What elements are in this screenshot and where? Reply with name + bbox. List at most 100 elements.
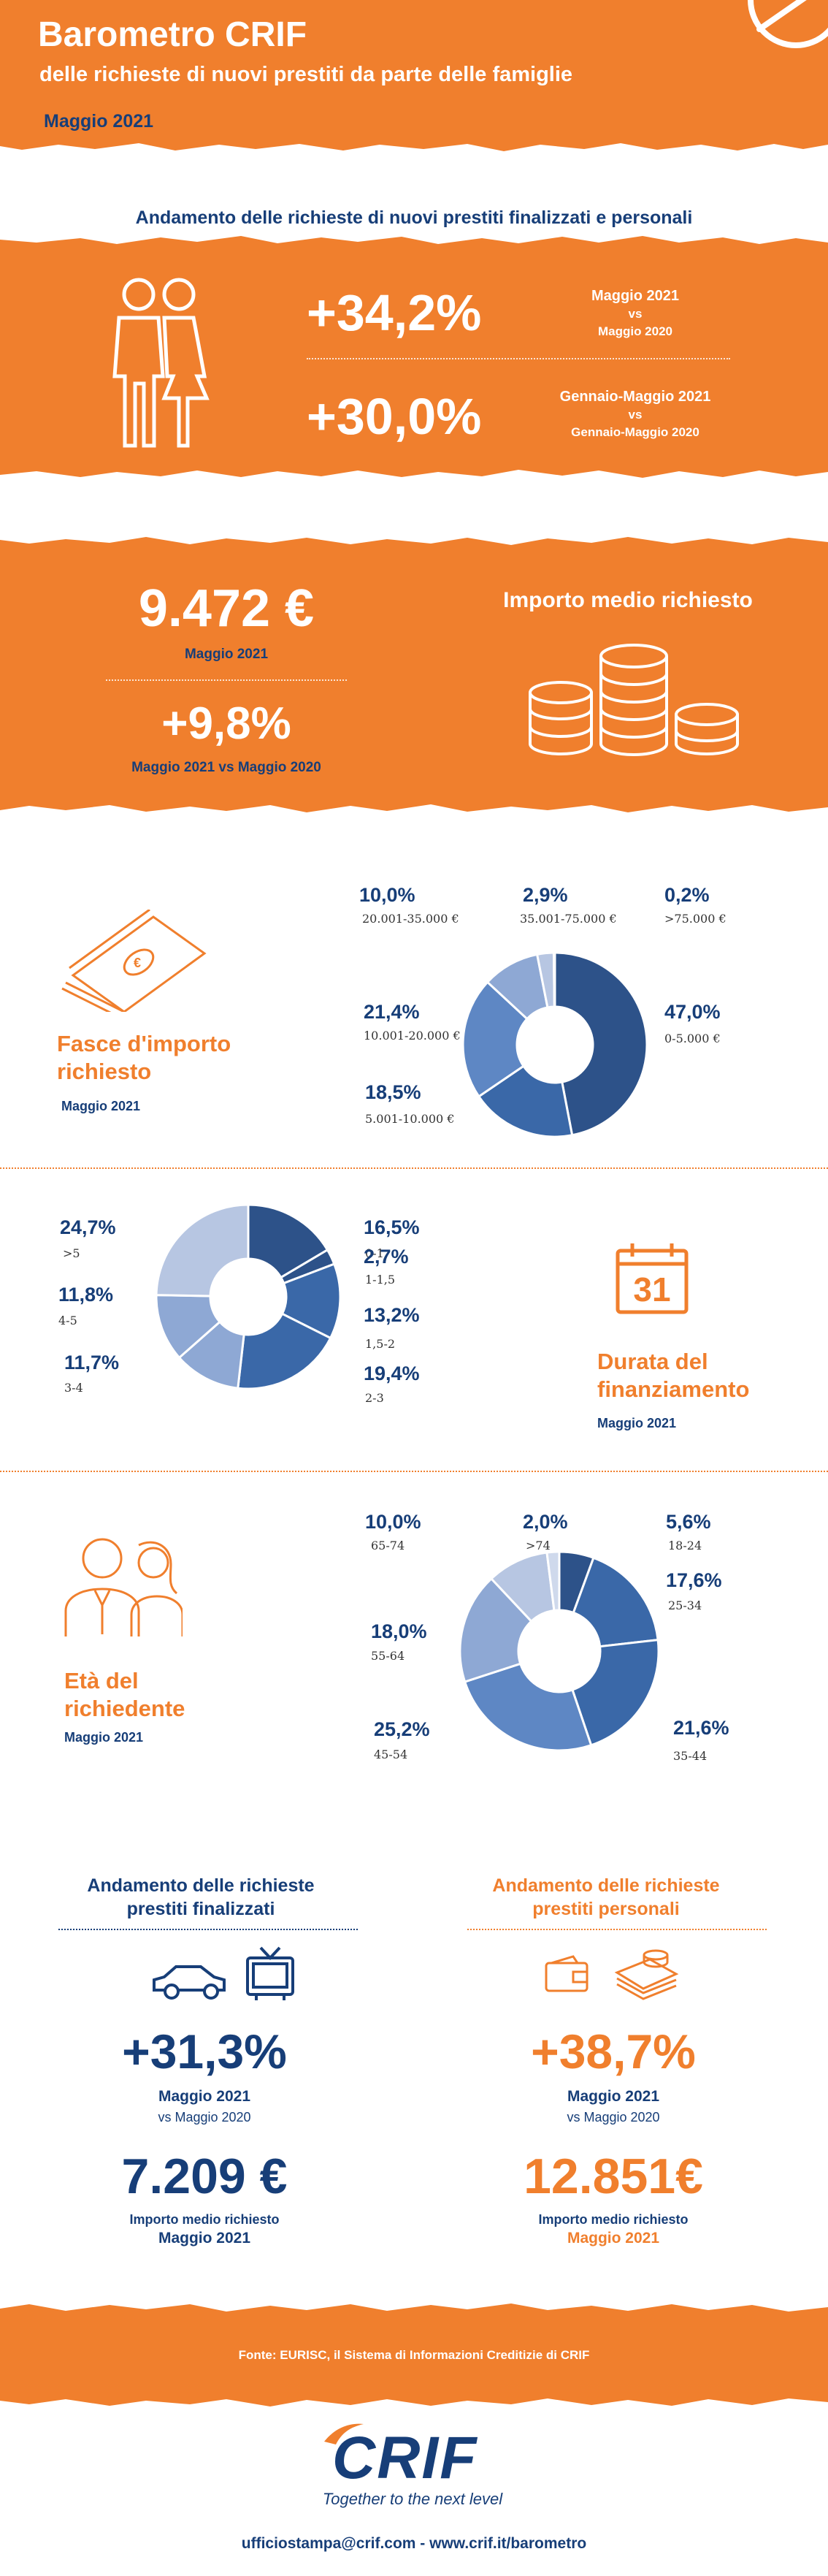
fasce-label-range: 5.001-10.000 € bbox=[365, 1112, 455, 1126]
section-divider bbox=[0, 1167, 828, 1169]
fasce-slice-1 bbox=[477, 1064, 574, 1138]
durata-label-pct: 24,7% bbox=[60, 1216, 116, 1238]
personali-date: Maggio 2021 bbox=[567, 2088, 660, 2105]
eta-label-range: 55-64 bbox=[371, 1649, 405, 1663]
crif-swoosh-icon bbox=[324, 2423, 364, 2444]
durata-label-range: 1-1,5 bbox=[365, 1273, 396, 1287]
fasce-title: Fasce d'importo richiesto bbox=[57, 1031, 231, 1084]
eta-label-pct: 18,0% bbox=[371, 1620, 427, 1642]
durata-label-range: 2-3 bbox=[365, 1391, 384, 1405]
calendar-icon: 31 bbox=[615, 1242, 689, 1315]
personali-heading: Andamento delle richieste prestiti perso… bbox=[492, 1875, 720, 1919]
torn-edge bbox=[0, 801, 828, 812]
torn-edge bbox=[0, 466, 828, 478]
amount-value-label: Maggio 2021 bbox=[184, 647, 269, 662]
fasce-slice-2 bbox=[461, 980, 529, 1098]
section-divider bbox=[0, 1471, 828, 1472]
eta-slice-1 bbox=[572, 1556, 659, 1648]
amount-change: +9,8% bbox=[161, 698, 291, 749]
durata-label-range: 0-1 bbox=[365, 1246, 384, 1260]
durata-label-pct: 11,7% bbox=[64, 1352, 120, 1373]
eta-label-range: 35-44 bbox=[673, 1749, 708, 1763]
durata-label-pct: 19,4% bbox=[364, 1363, 420, 1384]
fasce-slice-5 bbox=[552, 951, 556, 1008]
fasce-label-pct: 18,5% bbox=[365, 1081, 421, 1103]
durata-donut-chart bbox=[155, 1203, 342, 1390]
torn-edge bbox=[0, 236, 828, 250]
eta-label-range: 65-74 bbox=[371, 1539, 405, 1552]
durata-slice-0 bbox=[247, 1203, 329, 1279]
trend-stat1-label-vs: vs bbox=[628, 307, 643, 321]
page-subtitle: delle richieste di nuovi prestiti da par… bbox=[39, 63, 573, 86]
finalizzati-amount-label: Importo medio richiesto bbox=[129, 2212, 280, 2227]
durata-label-range: 4-5 bbox=[58, 1314, 77, 1327]
durata-label-range: 3-4 bbox=[64, 1381, 83, 1395]
fasce-date: Maggio 2021 bbox=[61, 1099, 141, 1113]
compass-icon bbox=[748, 0, 828, 48]
eta-donut-chart bbox=[459, 1550, 660, 1752]
fasce-slice-0 bbox=[553, 951, 648, 1137]
calendar-number: 31 bbox=[633, 1270, 671, 1308]
footer-source: Fonte: EURISC, il Sistema di Informazion… bbox=[238, 2348, 590, 2362]
finalizzati-amount: 7.209 € bbox=[121, 2149, 288, 2204]
footer-band bbox=[0, 2316, 828, 2396]
personali-vs: vs Maggio 2020 bbox=[567, 2110, 660, 2125]
finalizzati-date: Maggio 2021 bbox=[158, 2088, 251, 2105]
trend-heading: Andamento delle richieste di nuovi prest… bbox=[135, 207, 693, 228]
torn-edge bbox=[0, 537, 828, 551]
eta-slice-6 bbox=[545, 1550, 561, 1612]
trend-stat1-label-top: Maggio 2021 bbox=[591, 288, 680, 304]
heading-underline bbox=[58, 1929, 358, 1930]
durata-label-pct: 13,2% bbox=[364, 1304, 420, 1326]
svg-text:€: € bbox=[134, 956, 141, 970]
eta-label-pct: 21,6% bbox=[673, 1717, 729, 1739]
eta-slice-4 bbox=[459, 1577, 533, 1683]
durata-label-range: >5 bbox=[63, 1246, 80, 1260]
torn-edge bbox=[0, 2395, 828, 2407]
trend-stat2-label-top: Gennaio-Maggio 2021 bbox=[559, 389, 711, 405]
fasce-label-pct: 10,0% bbox=[359, 884, 415, 906]
torn-edge bbox=[0, 140, 828, 151]
eta-slice-2 bbox=[571, 1638, 660, 1747]
eta-label-pct: 25,2% bbox=[374, 1718, 430, 1740]
eta-label-pct: 17,6% bbox=[666, 1569, 722, 1591]
durata-title: Durata del finanziamento bbox=[597, 1349, 750, 1402]
amount-change-label: Maggio 2021 vs Maggio 2020 bbox=[131, 760, 321, 775]
amount-value: 9.472 € bbox=[138, 579, 315, 638]
torn-edge bbox=[0, 2303, 828, 2317]
fasce-label-range: 10.001-20.000 € bbox=[364, 1029, 461, 1043]
trend-stat2-label-vs: vs bbox=[628, 408, 643, 422]
coins-icon bbox=[529, 644, 739, 757]
fasce-label-range: 0-5.000 € bbox=[664, 1032, 721, 1045]
tv-icon bbox=[246, 1946, 294, 2000]
durata-slice-3 bbox=[237, 1312, 332, 1390]
cash-icon bbox=[614, 1949, 679, 2000]
trend-stat2-label-bottom: Gennaio-Maggio 2020 bbox=[571, 425, 699, 439]
footer-contact[interactable]: ufficiostampa@crif.com - www.crif.it/bar… bbox=[241, 2535, 587, 2552]
personali-change: +38,7% bbox=[531, 2024, 696, 2078]
eta-label-range: >74 bbox=[526, 1539, 551, 1552]
eta-label-range: 25-34 bbox=[668, 1598, 702, 1612]
header-date: Maggio 2021 bbox=[44, 111, 154, 132]
divider bbox=[307, 358, 730, 359]
people-icon bbox=[64, 1538, 183, 1636]
fasce-label-pct: 47,0% bbox=[664, 1001, 721, 1023]
crif-logo[interactable]: CRIF bbox=[332, 2425, 478, 2491]
banknotes-icon: € bbox=[61, 910, 207, 1012]
durata-label-pct: 2,7% bbox=[364, 1246, 409, 1268]
trend-stat1-label-bottom: Maggio 2020 bbox=[597, 324, 673, 338]
eta-label-pct: 5,6% bbox=[666, 1511, 711, 1533]
eta-label-range: 45-54 bbox=[374, 1748, 408, 1761]
finalizzati-vs: vs Maggio 2020 bbox=[158, 2110, 251, 2125]
durata-slice-6 bbox=[155, 1203, 250, 1297]
amount-band bbox=[0, 549, 828, 802]
fasce-label-range: 20.001-35.000 € bbox=[362, 912, 459, 926]
fasce-label-range: >75.000 € bbox=[664, 912, 727, 926]
heading-underline bbox=[467, 1929, 767, 1930]
durata-label-range: 1,5-2 bbox=[365, 1337, 396, 1351]
finalizzati-change: +31,3% bbox=[122, 2024, 287, 2078]
page-title: Barometro CRIF bbox=[38, 15, 307, 54]
finalizzati-heading: Andamento delle richieste prestiti final… bbox=[87, 1875, 315, 1919]
finalizzati-amount-date: Maggio 2021 bbox=[158, 2230, 251, 2247]
car-icon bbox=[153, 1965, 226, 2000]
